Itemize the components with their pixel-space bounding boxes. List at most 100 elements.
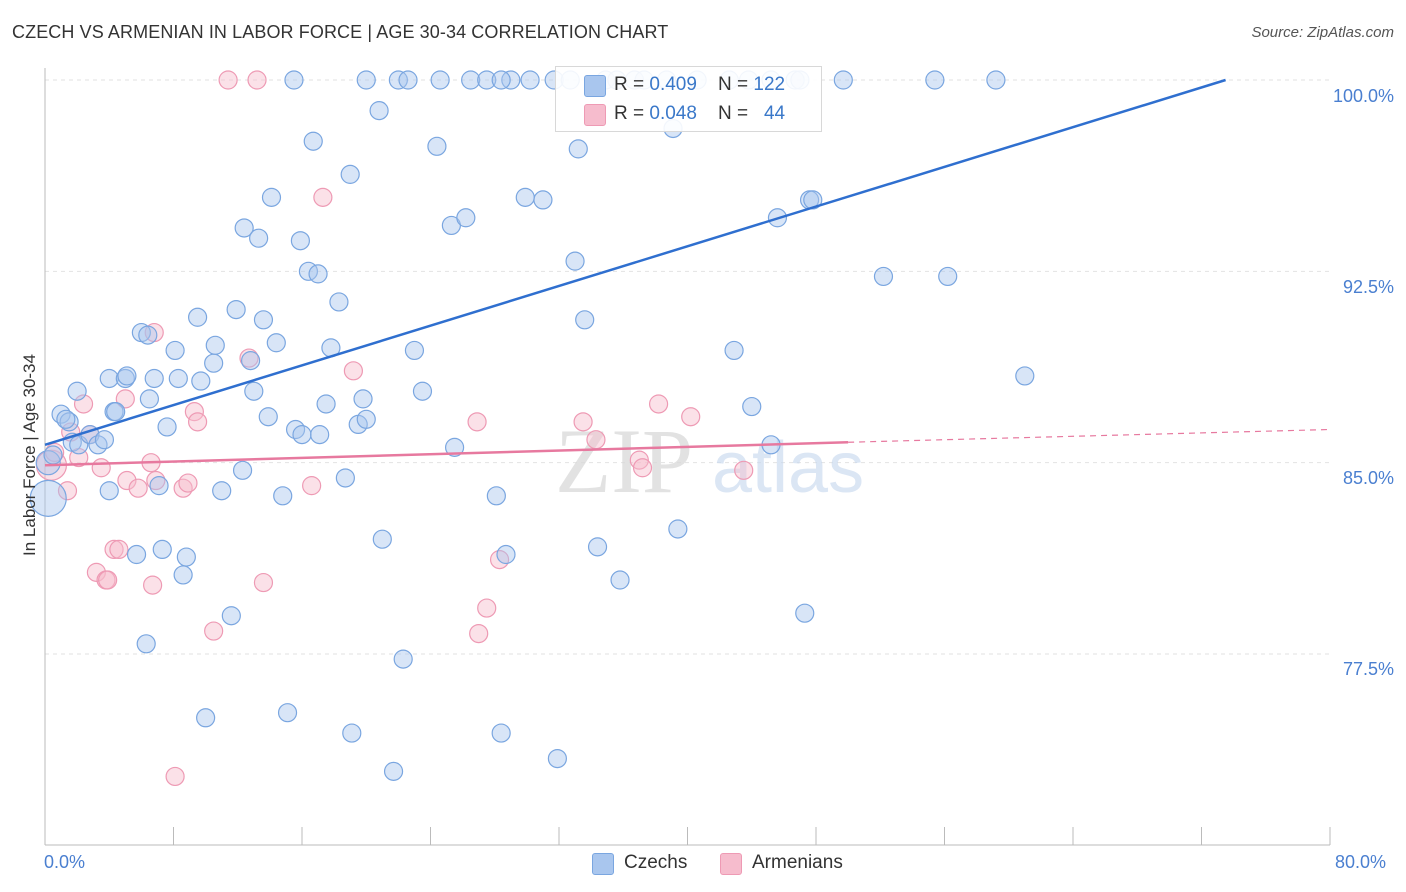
axes (44, 68, 1331, 846)
data-point (138, 325, 158, 345)
data-point (335, 468, 355, 488)
data-point (212, 481, 232, 501)
data-point (204, 353, 224, 373)
data-point (187, 412, 208, 432)
data-point (266, 333, 286, 353)
data-point (290, 231, 310, 251)
data-point (187, 307, 208, 327)
data-point (742, 396, 762, 417)
n-label: N = (718, 74, 754, 95)
data-point (57, 481, 78, 501)
chart-title: CZECH VS ARMENIAN IN LABOR FORCE | AGE 3… (12, 22, 669, 42)
data-point (226, 300, 246, 320)
data-point (241, 351, 261, 371)
data-point (803, 190, 823, 210)
legend-item-czechs[interactable]: Czechs (592, 851, 702, 877)
data-point (261, 187, 282, 207)
stats-legend: R = 0.409 N = 122 R = 0.048 N = 44 (555, 66, 822, 132)
data-point (648, 394, 669, 414)
data-point (427, 136, 447, 156)
data-point (356, 70, 376, 90)
data-point (398, 70, 418, 90)
data-point (372, 529, 392, 549)
data-point (244, 381, 264, 401)
data-point (106, 402, 126, 422)
data-point (388, 70, 408, 90)
data-point (467, 412, 487, 432)
data-point (232, 460, 253, 480)
data-point (117, 470, 137, 491)
data-point (724, 340, 744, 361)
data-point (253, 572, 274, 593)
r-label: R = (614, 74, 650, 95)
data-point (575, 310, 595, 330)
data-point (221, 606, 241, 626)
data-point (165, 340, 185, 361)
data-point (734, 460, 754, 480)
data-point (258, 407, 278, 427)
data-point (491, 723, 511, 743)
legend-item-armenians[interactable]: Armenians (720, 851, 860, 877)
data-point (29, 479, 67, 517)
y-tick-label: 100.0% (1332, 86, 1394, 106)
data-point (369, 101, 389, 121)
data-point (176, 547, 196, 567)
data-point (515, 187, 535, 207)
armenians-trend-extension (848, 428, 1331, 443)
data-point (356, 409, 376, 429)
n-value: 44 (763, 103, 786, 124)
data-point (586, 430, 606, 450)
data-point (109, 539, 129, 560)
data-point (128, 478, 148, 498)
data-point (285, 419, 306, 440)
data-point (795, 603, 815, 623)
data-point (340, 164, 360, 184)
data-point (477, 70, 497, 90)
data-point (456, 208, 476, 228)
data-point (486, 486, 506, 506)
data-point (249, 228, 269, 248)
czechs-swatch (592, 853, 614, 875)
data-point (343, 361, 363, 381)
data-point (157, 417, 177, 437)
data-point (59, 412, 79, 432)
data-point (136, 634, 156, 654)
data-point (938, 266, 958, 287)
data-point (99, 481, 119, 501)
r-value: 0.409 (649, 74, 697, 95)
data-point (1015, 366, 1035, 386)
data-point (565, 251, 585, 271)
data-point (404, 340, 425, 361)
data-point (547, 748, 567, 769)
data-point (204, 621, 224, 641)
data-point (173, 565, 193, 585)
x-tick-label: 0.0% (44, 852, 86, 872)
data-point (168, 368, 188, 389)
data-point (873, 266, 894, 287)
r-value: 0.048 (649, 103, 697, 124)
armenians-swatch (584, 104, 606, 126)
data-point (986, 70, 1006, 90)
y-tick-label: 92.5% (1342, 277, 1394, 297)
data-point (91, 458, 111, 478)
data-point (430, 70, 450, 90)
data-point (86, 562, 107, 582)
data-point (496, 544, 516, 565)
data-point (310, 425, 330, 445)
data-point (149, 476, 169, 496)
data-point (284, 70, 304, 90)
watermark-zip: ZIP (555, 410, 693, 512)
y-axis-label: In Labor Force | Age 30-34 (20, 354, 39, 556)
data-point (477, 598, 497, 618)
data-point (489, 550, 510, 570)
data-point (144, 368, 164, 389)
czechs-trend-line (44, 78, 1226, 447)
data-point (117, 366, 137, 386)
legend-row-armenians: R = 0.048 N = 44 (556, 100, 821, 130)
data-point (461, 70, 481, 90)
data-point (520, 70, 540, 90)
data-point (383, 761, 404, 781)
data-point (342, 723, 362, 743)
data-point (247, 70, 267, 90)
data-point (94, 430, 115, 450)
